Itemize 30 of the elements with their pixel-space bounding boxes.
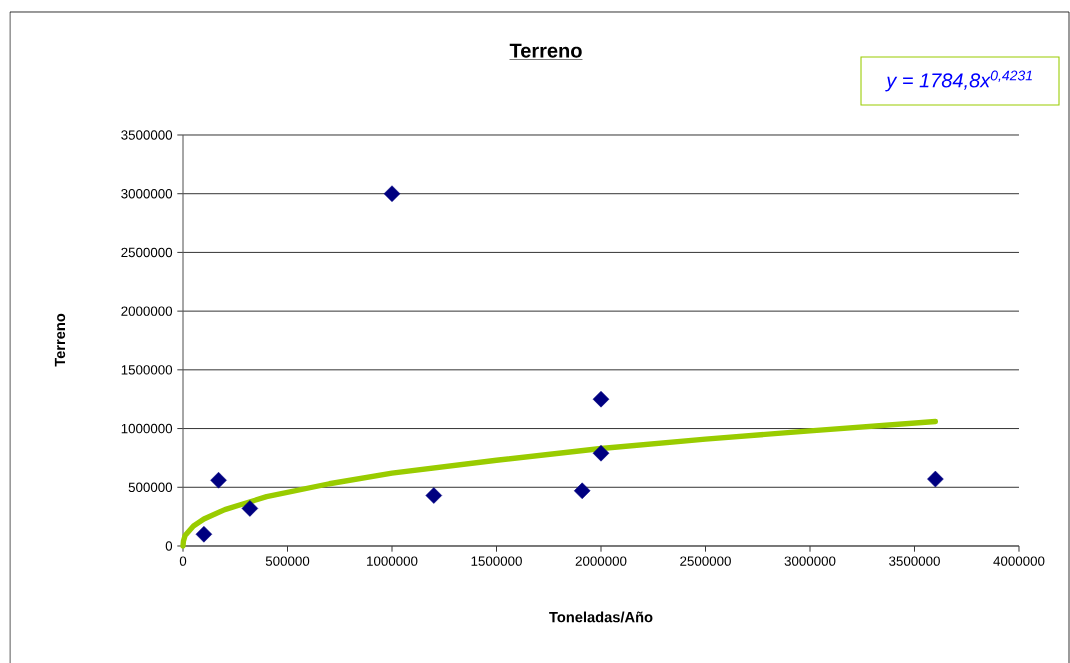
point — [425, 487, 443, 504]
point — [573, 482, 591, 500]
y-tick-label: 0 — [165, 541, 173, 551]
y-tick-label: 1000000 — [121, 423, 173, 434]
x-tick-label: 1500000 — [471, 556, 522, 566]
text: y = 1784,8x$^{0,4231}$ — [885, 70, 1032, 92]
point — [592, 444, 610, 462]
y-tick-label: 2000000 — [121, 306, 173, 316]
y-tick-label: 2500000 — [121, 247, 173, 258]
x-tick-label: 2000000 — [575, 556, 627, 566]
x-tick-label: 500000 — [265, 556, 310, 566]
point — [927, 470, 944, 488]
x-tick-label: 3500000 — [889, 556, 940, 566]
x-tick-label: 0 — [179, 556, 187, 566]
point — [210, 471, 227, 489]
y-tick-label: 3000000 — [121, 188, 173, 199]
x-axis-title: Toneladas/Año — [549, 611, 653, 623]
x-tick-label: 1000000 — [367, 556, 418, 566]
x-tick-label: 2500000 — [680, 556, 731, 566]
y-tick-label: 1500000 — [121, 365, 173, 375]
y-axis-title: Terreno — [54, 313, 66, 367]
point — [383, 185, 401, 202]
chart-title: Terreno — [509, 43, 582, 58]
point — [592, 390, 610, 408]
x-tick-label: 3000000 — [784, 556, 836, 566]
x-tick-label: 4000000 — [993, 556, 1045, 566]
point — [195, 525, 213, 543]
point — [241, 500, 259, 517]
y-tick-label: 500000 — [128, 482, 173, 492]
y-tick-label: 3500000 — [121, 130, 173, 140]
